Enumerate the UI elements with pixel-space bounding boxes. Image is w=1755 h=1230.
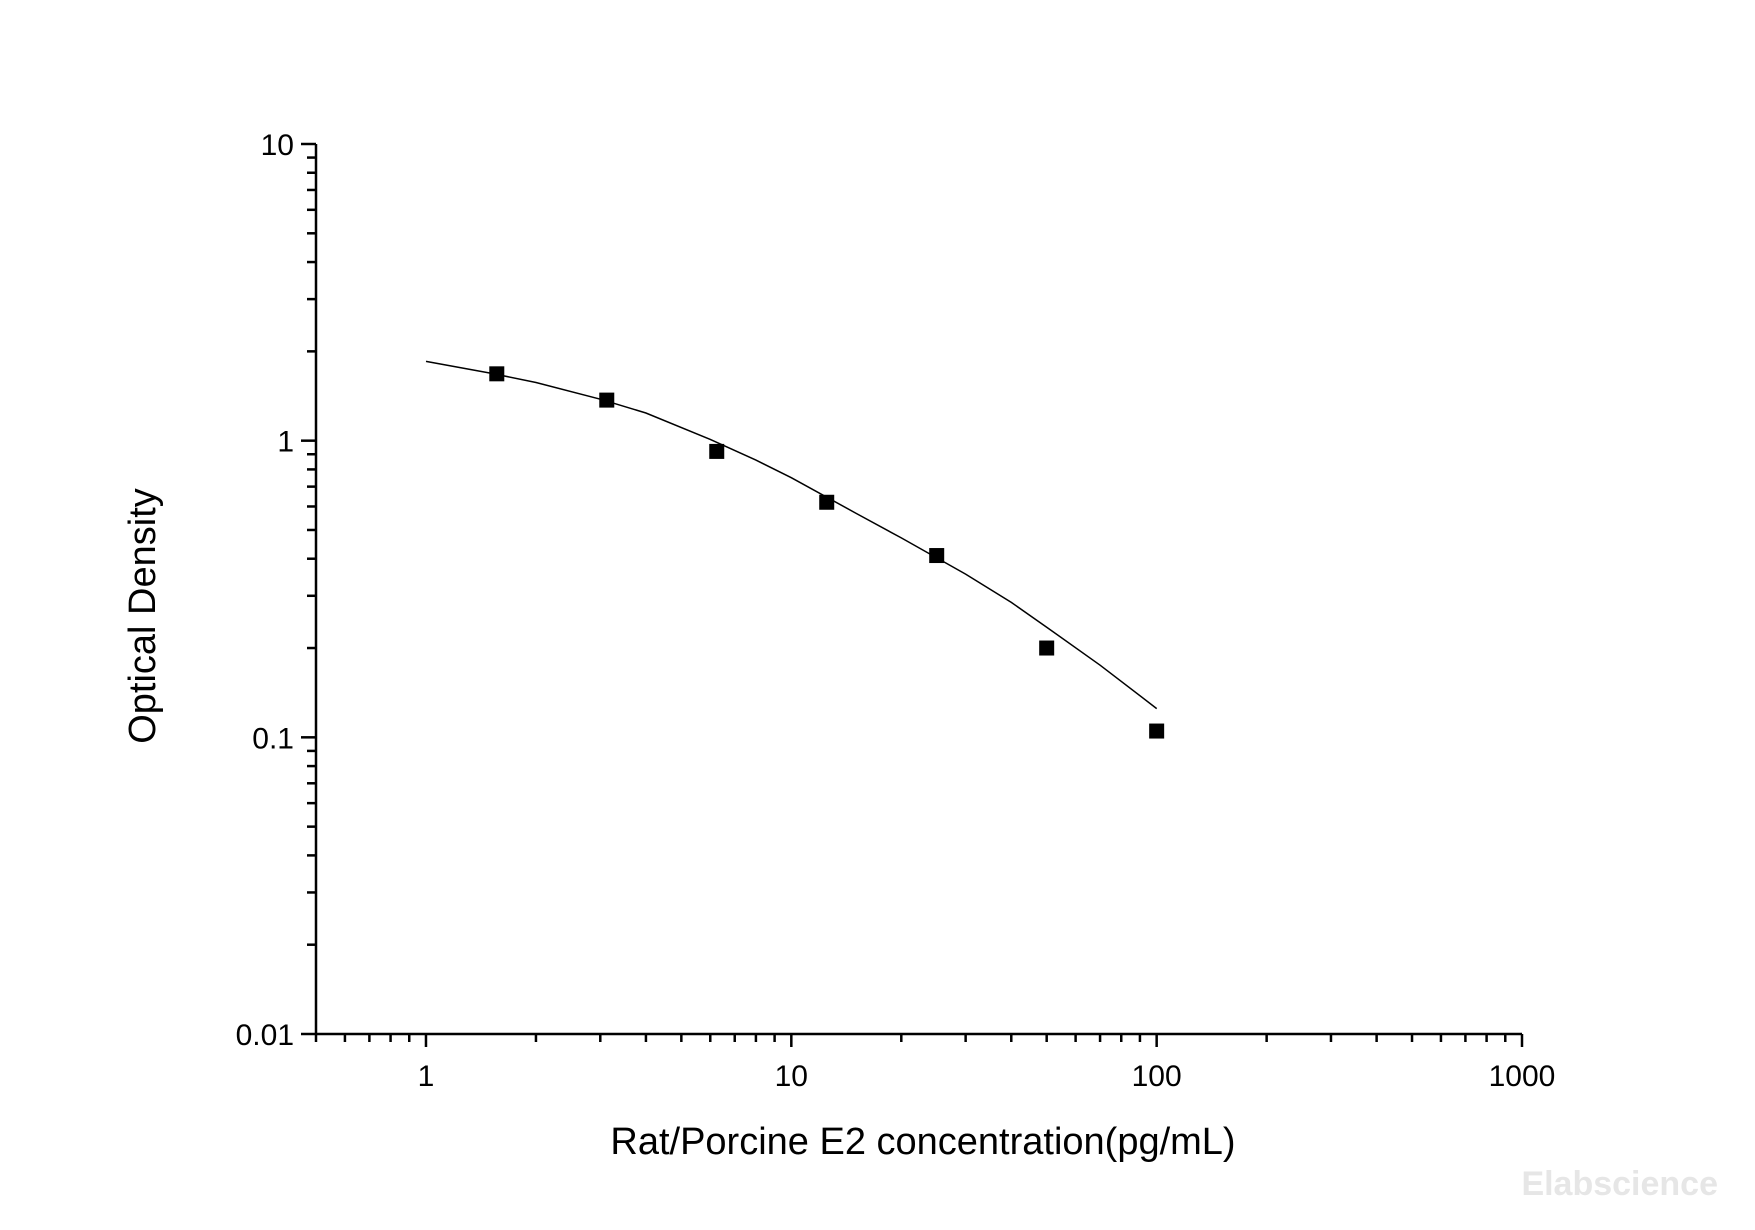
x-tick-label: 100	[1132, 1060, 1182, 1093]
data-points-layer	[489, 366, 1165, 739]
y-tick-label: 0.01	[236, 1019, 294, 1052]
x-tick-label: 10	[775, 1060, 808, 1093]
data-point	[929, 548, 945, 564]
data-point	[709, 443, 725, 459]
data-point	[1039, 640, 1055, 656]
y-tick-label: 10	[261, 129, 294, 162]
axes	[301, 142, 1524, 1047]
y-axis-title: Optical Density	[122, 488, 164, 744]
data-point	[819, 494, 835, 510]
data-point	[599, 392, 615, 408]
y-tick-label: 1	[277, 426, 294, 459]
fit-curve	[425, 360, 1158, 710]
x-axis-title: Rat/Porcine E2 concentration(pg/mL)	[610, 1121, 1235, 1163]
fit-curve-layer	[425, 360, 1158, 710]
watermark-logo: Elabscience	[1521, 1165, 1718, 1203]
data-point	[489, 366, 505, 382]
y-tick-label: 0.1	[252, 722, 294, 755]
x-tick-label: 1000	[1489, 1060, 1556, 1093]
data-point	[1149, 723, 1165, 739]
tick-labels: 1 10 100 1000 0.01 0.1 1 10	[236, 129, 1556, 1093]
x-tick-label: 1	[418, 1060, 435, 1093]
